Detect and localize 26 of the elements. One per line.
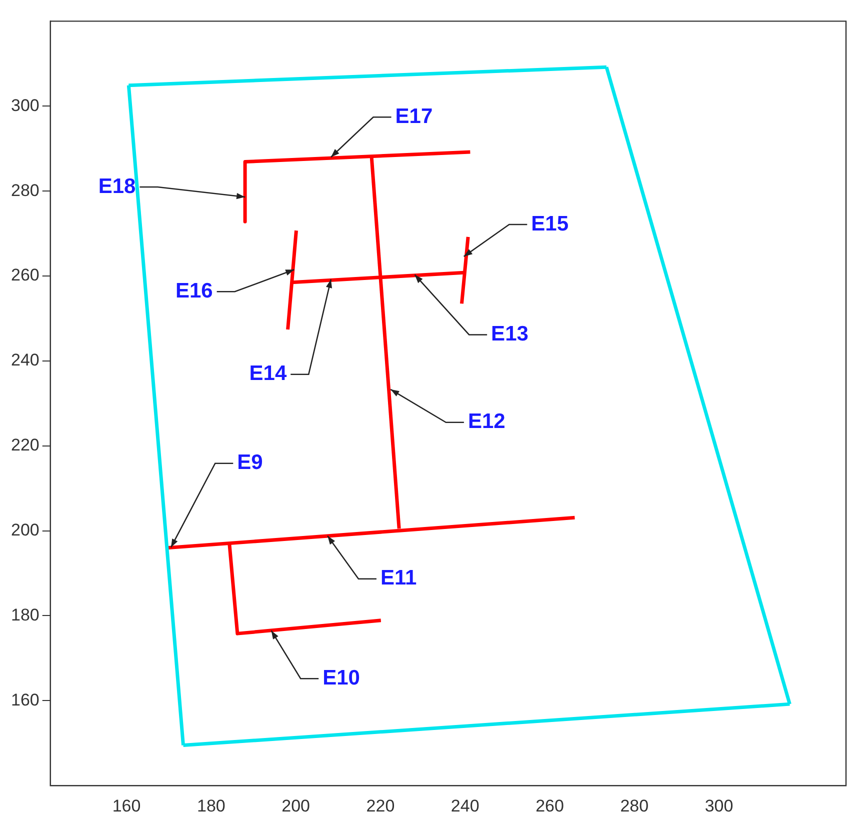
- x-tick-label: 160: [112, 796, 141, 816]
- annotation: E12: [468, 410, 506, 434]
- y-tick-label: 300: [10, 96, 40, 115]
- x-tick-label: 260: [536, 796, 564, 816]
- x-tick-label: 240: [450, 796, 480, 816]
- x-tick-label: 220: [366, 796, 395, 816]
- y-tick-label: 240: [10, 350, 40, 370]
- x-tick-label: 280: [620, 796, 649, 816]
- y-tick-label: 220: [10, 436, 40, 455]
- y-tick-label: 180: [10, 605, 40, 624]
- x-tick-label: 300: [704, 796, 734, 816]
- y-tick-label: 280: [10, 180, 40, 200]
- x-tick-label: 200: [282, 796, 310, 816]
- y-tick-label: 260: [10, 266, 40, 285]
- annotation: E17: [395, 104, 433, 128]
- annotation: E16: [175, 279, 213, 302]
- annotation: E10: [322, 666, 360, 690]
- annotation: E11: [380, 566, 417, 590]
- x-tick-label: 180: [196, 796, 226, 816]
- annotation: E15: [531, 212, 569, 236]
- annotation: E13: [491, 322, 528, 346]
- annotation: E9: [237, 451, 263, 474]
- y-tick-label: 160: [10, 690, 40, 710]
- annotation: E14: [249, 362, 287, 386]
- annotation: E18: [98, 174, 136, 198]
- y-tick-label: 200: [10, 520, 40, 540]
